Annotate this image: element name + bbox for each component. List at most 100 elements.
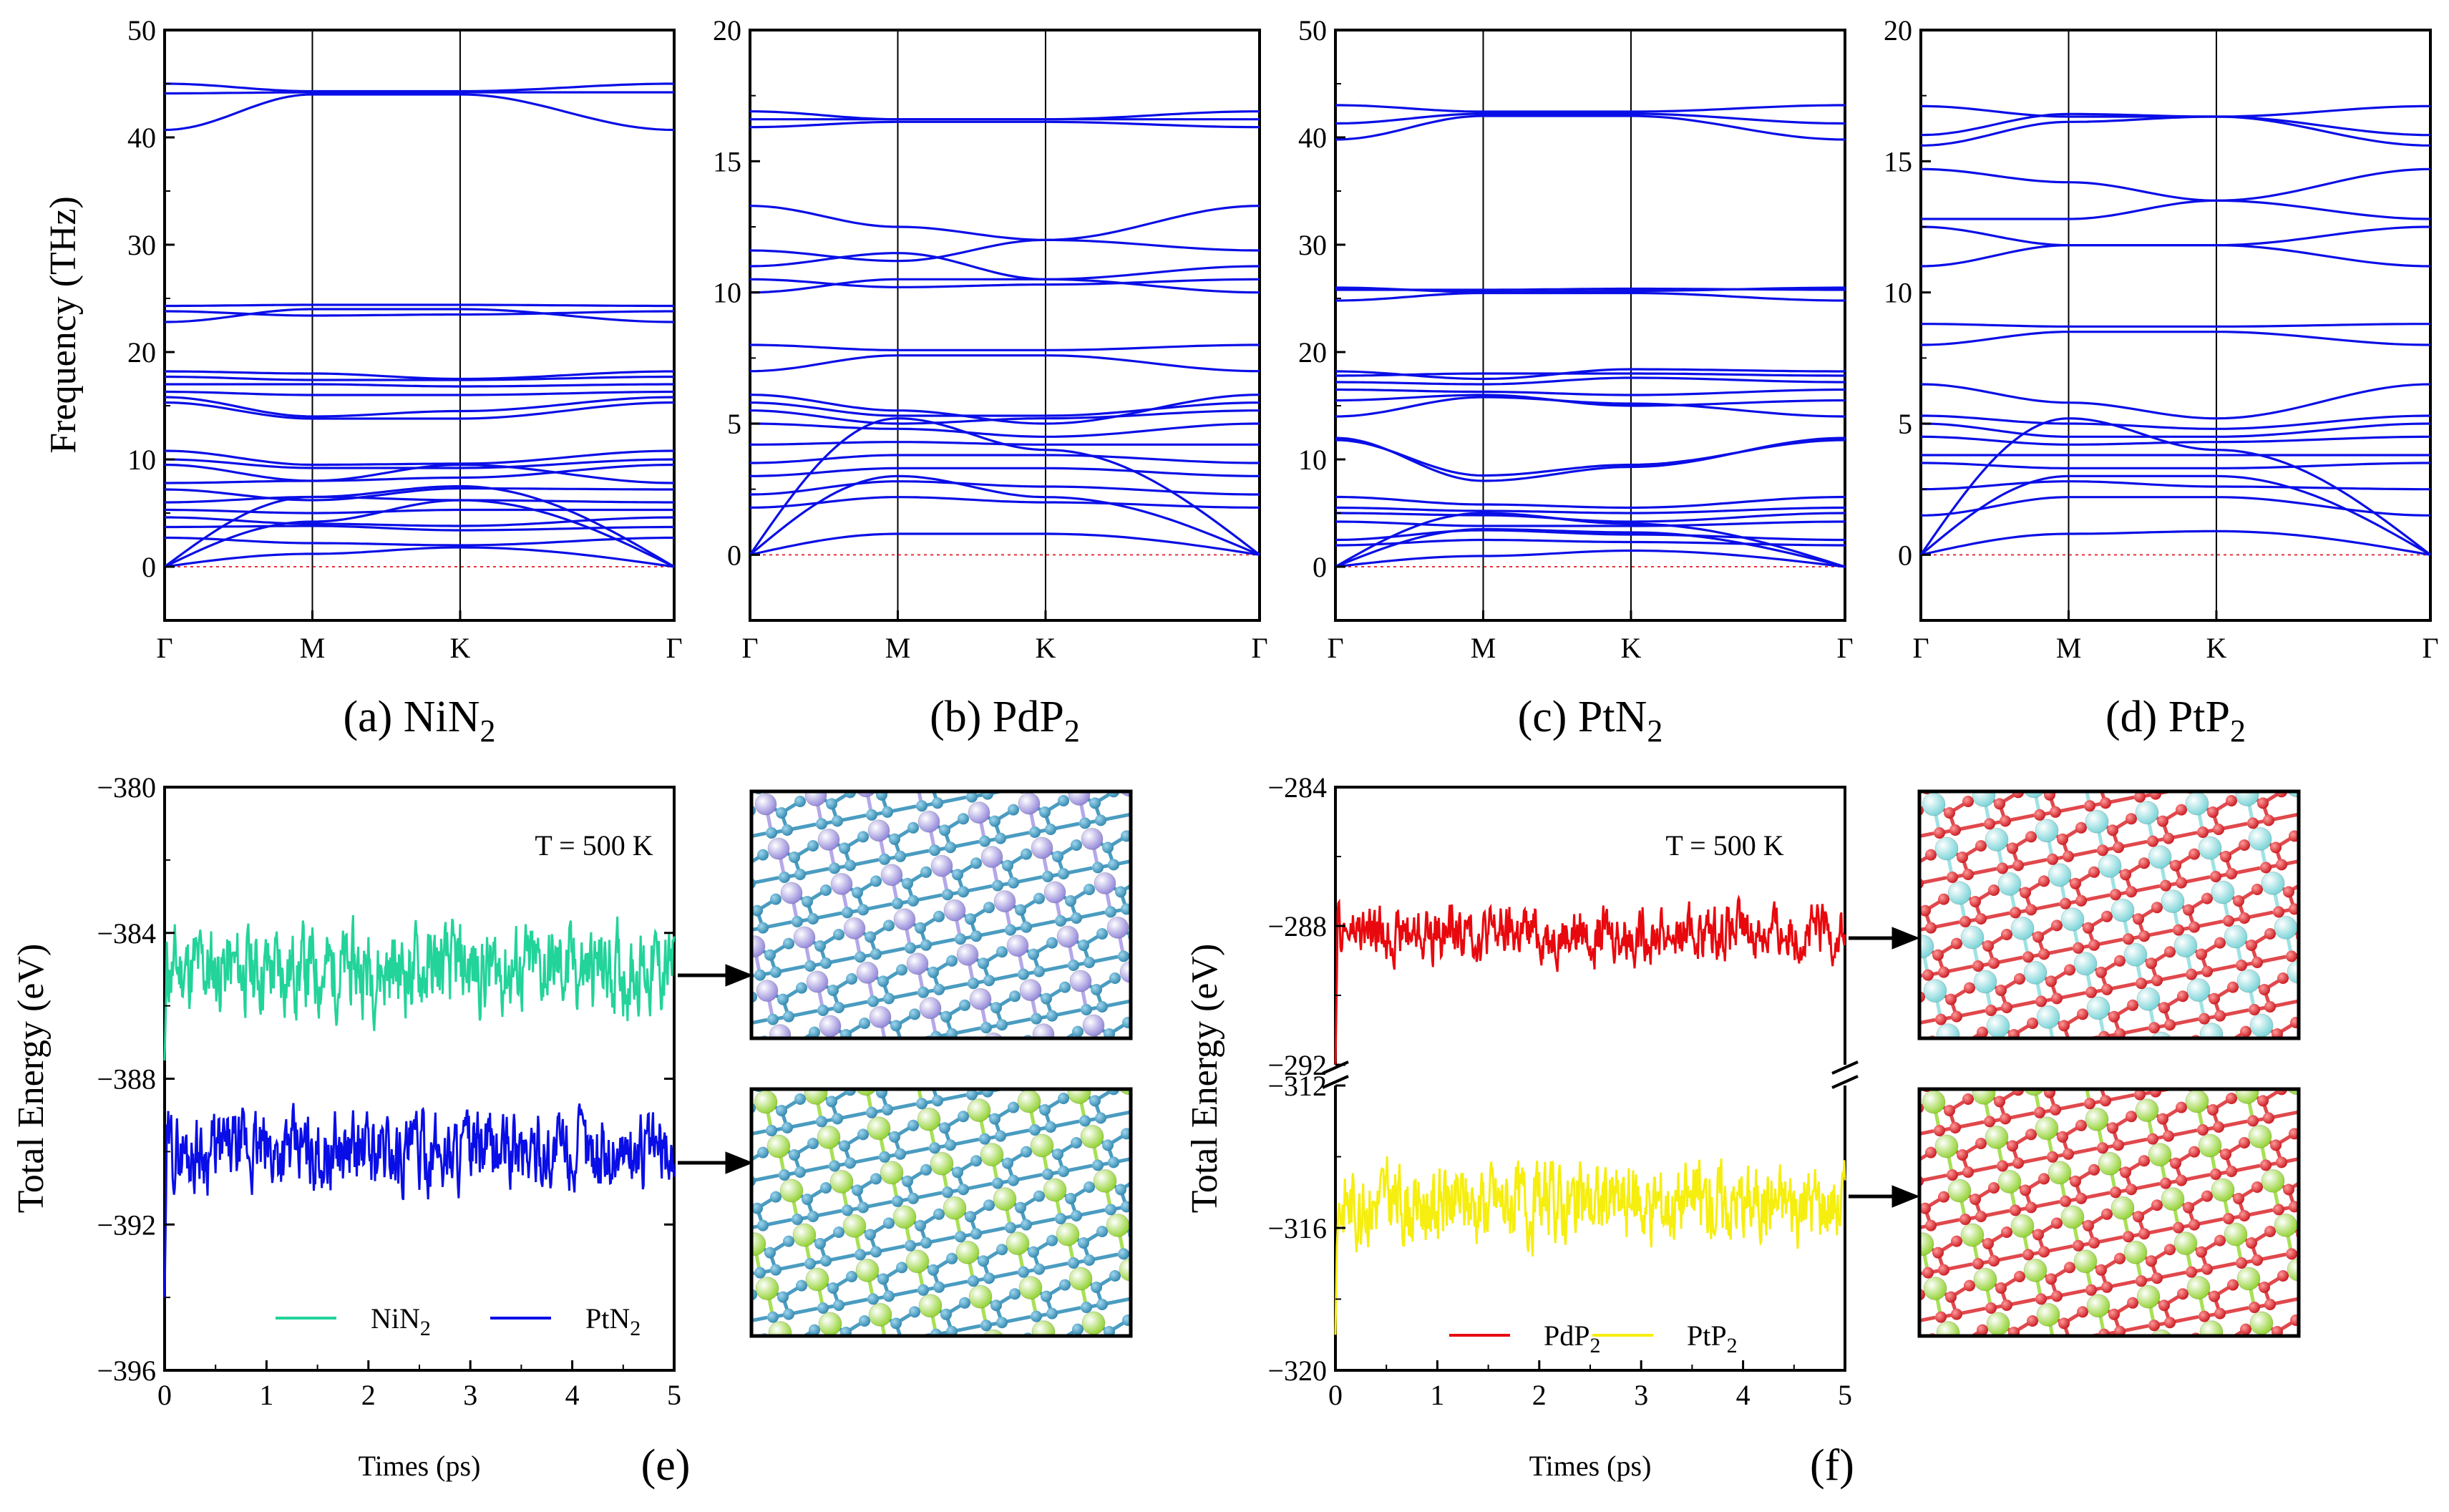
nonmetal-atom <box>1818 1034 1829 1045</box>
metal-atom <box>2387 942 2410 965</box>
nonmetal-atom <box>2372 1308 2383 1320</box>
nonmetal-atom <box>2363 1021 2375 1033</box>
metal-atom <box>706 989 728 1010</box>
nonmetal-atom <box>2085 986 2097 998</box>
nonmetal-atom <box>2113 1139 2124 1151</box>
phonon-band <box>164 401 675 420</box>
nonmetal-atom <box>1108 1156 1119 1169</box>
nonmetal-atom <box>2250 697 2261 708</box>
nonmetal-atom <box>919 1050 930 1062</box>
nonmetal-atom <box>1082 697 1094 708</box>
nonmetal-atom <box>1285 1034 1297 1045</box>
nonmetal-atom <box>1938 966 1949 978</box>
metal-atom <box>1018 1276 1043 1300</box>
y-tick-label: −284 <box>1267 771 1327 804</box>
nonmetal-atom <box>1947 872 1958 883</box>
nonmetal-atom <box>2025 1128 2037 1141</box>
nonmetal-atom <box>1045 824 1056 835</box>
nonmetal-atom <box>2352 939 2363 950</box>
nonmetal-atom <box>719 1087 730 1098</box>
nonmetal-atom <box>2277 1343 2289 1355</box>
nonmetal-atom <box>803 774 814 785</box>
nonmetal-atom <box>2213 1121 2224 1133</box>
nonmetal-atom <box>2300 688 2312 700</box>
nonmetal-atom <box>855 951 866 963</box>
metal-atom <box>2273 730 2296 753</box>
metal-atom <box>2274 1213 2298 1237</box>
nonmetal-atom <box>2250 770 2261 781</box>
nonmetal-atom <box>2340 1008 2352 1019</box>
nonmetal-atom <box>1869 914 1881 925</box>
metal-atom <box>2073 1063 2095 1086</box>
metal-atom <box>668 856 689 877</box>
nonmetal-atom <box>2377 1252 2389 1264</box>
nonmetal-atom <box>756 1453 767 1465</box>
nonmetal-atom <box>1901 1317 1912 1329</box>
nonmetal-atom <box>1068 1257 1079 1269</box>
nonmetal-atom <box>2339 821 2350 833</box>
nonmetal-atom <box>783 1308 794 1320</box>
nonmetal-atom <box>869 762 880 774</box>
nonmetal-atom <box>1924 1453 1935 1465</box>
nonmetal-atom <box>2210 871 2221 882</box>
nonmetal-atom <box>1997 1160 2008 1172</box>
nonmetal-atom <box>1167 755 1178 766</box>
y-tick-label: 0 <box>142 551 156 583</box>
nonmetal-atom <box>2063 1148 2074 1160</box>
metal-atom <box>1848 1197 1871 1220</box>
y-tick-label: −312 <box>1267 1070 1327 1102</box>
metal-atom <box>1947 881 1972 905</box>
k-point-label: Γ <box>1327 632 1343 664</box>
metal-atom <box>1909 748 1932 771</box>
nonmetal-atom <box>789 1149 800 1161</box>
nonmetal-atom <box>727 1003 739 1014</box>
nonmetal-atom <box>2007 1140 2018 1152</box>
nonmetal-atom <box>1056 681 1068 693</box>
nonmetal-atom <box>945 842 956 854</box>
nonmetal-atom <box>983 1199 995 1211</box>
nonmetal-atom <box>2050 806 2061 818</box>
nonmetal-atom <box>1134 1172 1145 1184</box>
nonmetal-atom <box>1028 948 1039 960</box>
nonmetal-atom <box>1009 990 1021 1003</box>
k-point-label: M <box>885 632 911 664</box>
nonmetal-atom <box>866 1106 877 1118</box>
nonmetal-atom <box>1151 944 1162 955</box>
phonon-band <box>749 417 1260 556</box>
nonmetal-atom <box>1235 1341 1247 1352</box>
nonmetal-atom <box>1968 709 1980 721</box>
metal-atom <box>1157 908 1179 930</box>
metal-atom <box>1923 979 1947 1003</box>
nonmetal-atom <box>2176 804 2187 816</box>
nonmetal-atom <box>759 1406 770 1418</box>
nonmetal-atom <box>1247 974 1258 985</box>
metal-atom <box>855 1258 880 1282</box>
metal-atom <box>1859 758 1882 781</box>
nonmetal-atom <box>2270 842 2282 854</box>
nonmetal-atom <box>2053 1404 2064 1415</box>
nonmetal-atom <box>2048 1337 2060 1349</box>
metal-atom <box>2310 676 2333 699</box>
nonmetal-atom <box>2038 1246 2050 1258</box>
nonmetal-atom <box>1924 736 1935 747</box>
nonmetal-atom <box>2186 968 2197 980</box>
y-tick-label: −288 <box>1267 910 1327 942</box>
metal-atom <box>1006 935 1029 957</box>
metal-atom <box>1131 819 1153 841</box>
nonmetal-atom <box>2402 1154 2413 1166</box>
metal-atom <box>2136 987 2161 1011</box>
nonmetal-atom <box>2127 1073 2138 1084</box>
phonon-band <box>749 480 1260 496</box>
nonmetal-atom <box>1031 1013 1042 1025</box>
nonmetal-atom <box>2303 1359 2314 1370</box>
nonmetal-atom <box>1032 779 1043 791</box>
nonmetal-atom <box>2084 1098 2095 1110</box>
metal-atom <box>2173 1045 2196 1068</box>
nonmetal-atom <box>1849 769 1861 781</box>
nonmetal-atom <box>2034 1415 2045 1427</box>
nonmetal-atom <box>2012 1157 2024 1169</box>
metal-atom <box>1936 1023 1960 1038</box>
nonmetal-atom <box>1899 834 1911 845</box>
metal-atom <box>1872 802 1895 825</box>
